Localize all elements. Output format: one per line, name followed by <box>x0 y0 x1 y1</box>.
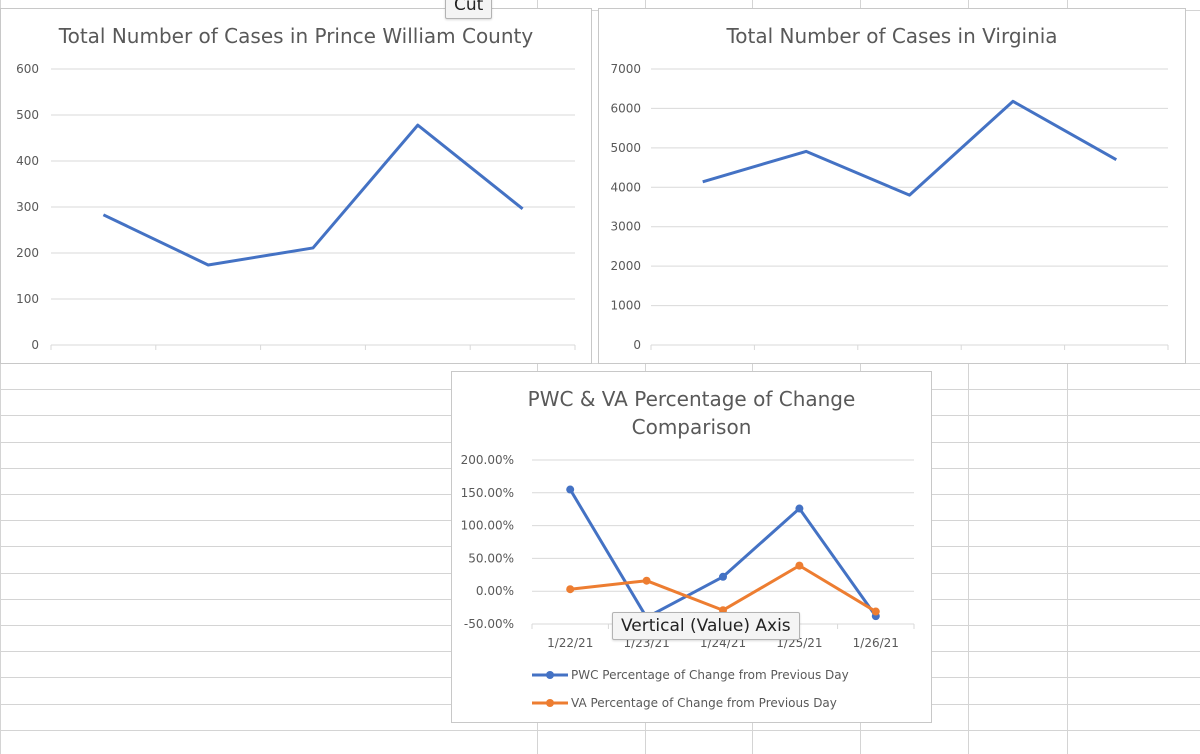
data-point[interactable] <box>871 607 880 616</box>
chart-va-plot: 7000 6000 5000 4000 3000 2000 1000 0 <box>610 62 1169 352</box>
y-tick-label: 400 <box>16 154 39 168</box>
y-tick-label: 200 <box>16 246 39 260</box>
series-line-1[interactable] <box>702 99 1118 197</box>
y-tick-label: 3000 <box>610 220 641 234</box>
y-tick-label: 300 <box>16 200 39 214</box>
series-line-1[interactable] <box>568 488 878 619</box>
y-tick-label: 150.00% <box>461 486 514 500</box>
y-tick-label: 200.00% <box>461 453 514 467</box>
y-tick-label: 4000 <box>610 180 641 194</box>
data-point[interactable] <box>795 561 804 570</box>
y-tick-label: 50.00% <box>468 551 514 565</box>
legend-marker-va-icon <box>532 699 568 707</box>
series-line-2[interactable] <box>570 564 877 613</box>
chart-va-title: Total Number of Cases in Virginia <box>726 24 1058 48</box>
data-point[interactable] <box>566 485 575 494</box>
chart-pwc-plot: 600 500 400 300 200 100 0 <box>16 62 576 352</box>
y-tick-label: 1000 <box>610 299 641 313</box>
y-tick-label: 0 <box>633 338 641 352</box>
legend-marker-pwc-icon <box>532 671 568 679</box>
y-tick-label: 5000 <box>610 141 641 155</box>
y-tick-label: 2000 <box>610 259 641 273</box>
chart-va-cases[interactable]: Total Number of Cases in Virginia 7000 60… <box>598 8 1186 364</box>
legend-label-va: VA Percentage of Change from Previous Da… <box>571 696 837 710</box>
y-tick-label: 100.00% <box>461 519 514 533</box>
y-tick-label: 100 <box>16 292 39 306</box>
vertical-axis-tooltip: Vertical (Value) Axis <box>612 612 800 640</box>
x-tick-label: 1/26/21 <box>853 636 899 650</box>
chart-change-title-line1: PWC & VA Percentage of Change <box>527 387 856 411</box>
chart-pwc-title: Total Number of Cases in Prince William … <box>58 24 534 48</box>
chart-pwc-cases[interactable]: Total Number of Cases in Prince William … <box>0 8 592 364</box>
legend-item-pwc[interactable]: PWC Percentage of Change from Previous D… <box>532 668 849 682</box>
chart-change-title-line2: Comparison <box>631 415 752 439</box>
series-line-1[interactable] <box>102 123 524 267</box>
data-point[interactable] <box>642 576 651 585</box>
data-point[interactable] <box>719 572 727 581</box>
y-tick-label: 7000 <box>610 62 641 76</box>
legend-label-pwc: PWC Percentage of Change from Previous D… <box>571 668 849 682</box>
y-tick-label: 0 <box>31 338 39 352</box>
data-point[interactable] <box>795 504 804 513</box>
data-point[interactable] <box>566 585 575 594</box>
cut-tooltip: Cut <box>445 0 493 19</box>
chart-percentage-change[interactable]: PWC & VA Percentage of Change Comparison… <box>451 371 932 723</box>
y-tick-label: 6000 <box>610 101 641 115</box>
y-tick-label: 0.00% <box>476 584 514 598</box>
x-tick-label: 1/22/21 <box>547 636 593 650</box>
y-tick-label: 600 <box>16 62 39 76</box>
y-tick-label: 500 <box>16 108 39 122</box>
legend-item-va[interactable]: VA Percentage of Change from Previous Da… <box>532 696 837 710</box>
y-tick-label: -50.00% <box>464 617 514 631</box>
